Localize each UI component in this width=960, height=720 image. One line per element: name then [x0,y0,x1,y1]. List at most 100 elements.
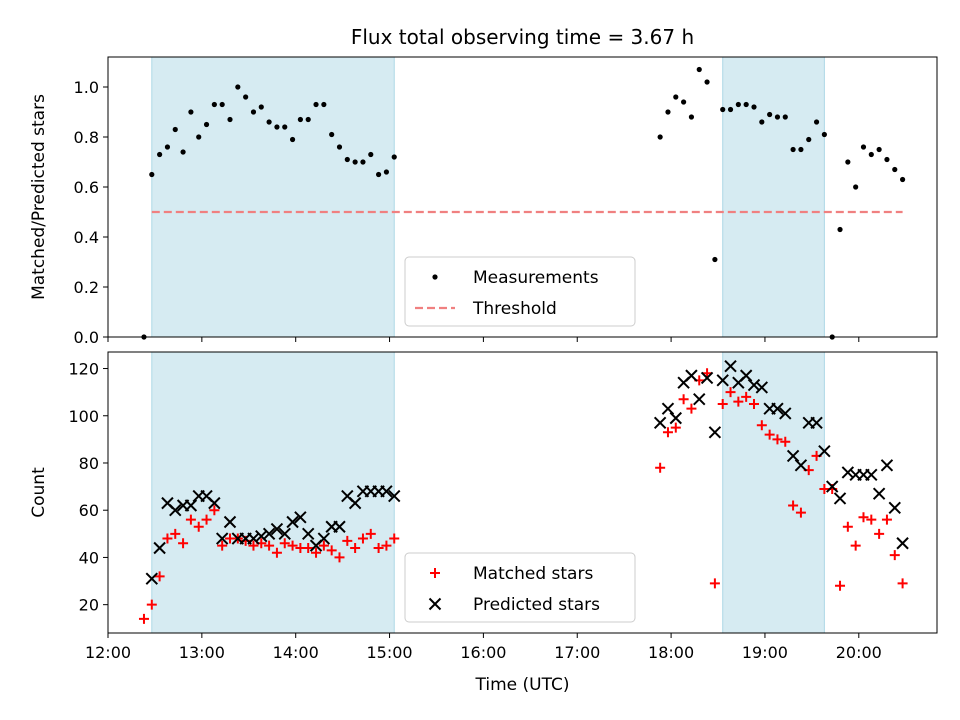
data-point [798,146,804,153]
data-point [145,572,159,585]
legend-label: Measurements [473,268,599,288]
x-tick-label: 19:00 [742,643,788,662]
data-point [223,515,237,529]
data-point [250,109,257,115]
legend-marker [432,274,438,280]
data-point [845,159,851,165]
data-point [287,540,298,551]
data-point [383,169,390,175]
data-point [818,444,831,458]
data-point [368,151,374,158]
data-point [876,146,882,153]
data-point [219,101,225,108]
data-point [874,528,885,539]
data-point [270,522,284,536]
data-point [806,136,812,143]
data-point [278,527,291,541]
data-point [720,106,726,113]
data-point [704,79,710,85]
data-point [380,485,393,498]
y-tick-label: 0.2 [74,278,99,297]
data-point [779,407,792,420]
legend: Matched stars Predicted stars [404,552,636,623]
data-point [375,171,382,178]
data-point [794,459,808,472]
data-point [696,66,702,73]
data-point [271,547,282,558]
data-point [247,532,260,545]
data-point [188,109,194,115]
legend-box [404,552,636,623]
data-point [751,104,757,110]
legend-label: Matched stars [473,564,593,584]
data-point [294,511,307,524]
data-point [311,547,322,558]
data-point [235,84,241,90]
data-point [391,154,397,160]
data-point [318,540,329,551]
data-point [215,532,229,545]
data-point [767,111,773,118]
data-point [685,369,698,382]
data-point [329,131,335,138]
data-point [208,496,221,510]
top-panel: 0.0 0.2 0.4 0.6 0.8 1.0 Flux total observing t… [29,25,938,347]
data-point [262,527,276,541]
data-point [381,540,392,551]
data-point [360,159,366,165]
data-point [336,144,343,150]
data-point [146,599,157,610]
data-point [733,396,744,407]
data-point [357,533,368,544]
data-point [780,436,791,447]
data-point [138,613,149,624]
data-point [712,256,718,263]
data-point [866,514,877,525]
legend-marker [430,568,440,578]
data-point [209,505,220,516]
data-point [350,542,361,553]
data-point [201,514,212,525]
x-tick-label: 18:00 [648,643,694,662]
x-tick-label: 12:00 [85,643,131,662]
data-point [662,427,673,438]
data-point [286,515,299,529]
shaded-interval-1 [722,56,825,338]
data-point [373,542,384,553]
data-point [348,496,362,510]
data-point [178,538,189,549]
data-point [661,402,675,415]
data-point [790,146,796,153]
data-point [899,176,906,183]
data-point [896,537,909,550]
y-tick-label: 20 [79,596,99,615]
data-point [657,134,663,140]
data-point [164,144,171,150]
data-point [203,121,210,128]
data-point [889,550,900,561]
data-point [334,552,345,563]
data-point [748,398,759,409]
data-point [274,124,280,130]
data-point [759,119,765,125]
legend-box [404,256,636,327]
data-point [302,527,315,541]
data-point [352,159,358,165]
data-point [255,529,268,543]
data-point [305,116,311,123]
data-point [317,532,331,545]
x-tick-label: 16:00 [460,643,506,662]
data-point [764,429,775,440]
x-tick-label: 13:00 [179,643,225,662]
data-point [688,114,695,120]
data-point [865,468,878,481]
y-axis-label: Count [29,467,49,518]
legend-label: Threshold [472,299,557,319]
data-point [833,492,847,505]
data-point [184,499,198,512]
data-point [665,109,671,115]
data-point [884,156,890,163]
data-point [303,542,314,553]
data-point [266,119,272,125]
